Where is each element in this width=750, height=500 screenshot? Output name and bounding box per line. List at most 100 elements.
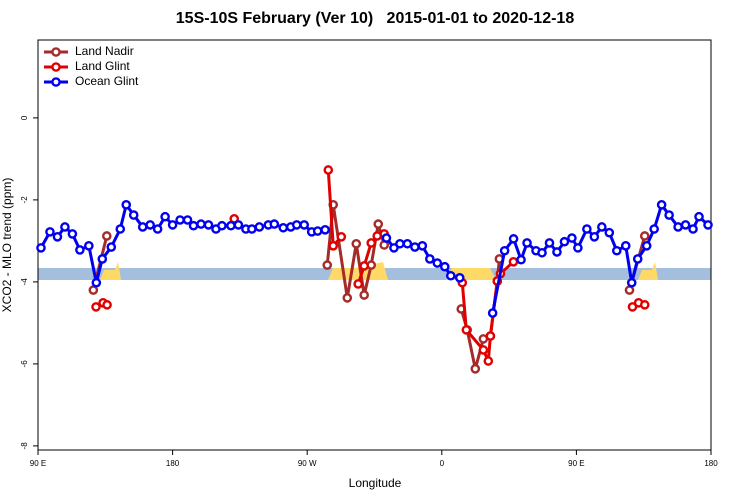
point [485, 331, 496, 341]
point [91, 302, 101, 312]
y-tick-label: -4 [20, 278, 29, 286]
point [649, 224, 659, 234]
point [573, 243, 583, 253]
legend-marker [51, 77, 61, 87]
legend-label: Land Nadir [75, 44, 134, 58]
point [656, 200, 667, 210]
point [688, 224, 698, 234]
point [639, 231, 650, 241]
x-tick-label: 180 [166, 459, 180, 468]
point [217, 220, 227, 231]
point [694, 211, 704, 222]
point [160, 211, 170, 222]
point [88, 285, 99, 295]
point [67, 229, 78, 239]
x-tick-label: 90 E [30, 459, 46, 468]
point [101, 231, 112, 241]
point [432, 258, 443, 268]
legend-label: Ocean Glint [75, 74, 139, 88]
point [167, 220, 178, 230]
point [336, 231, 347, 242]
chart-title: 15S-10S February (Ver 10) 2015-01-01 to … [176, 10, 575, 27]
point [84, 241, 94, 251]
point [680, 220, 691, 230]
point [269, 219, 280, 229]
point [508, 234, 519, 244]
point [137, 222, 148, 232]
point [45, 227, 55, 237]
point [312, 226, 323, 236]
point [627, 302, 638, 312]
point [425, 254, 435, 264]
point [567, 233, 577, 243]
point [537, 247, 547, 258]
point [97, 254, 108, 264]
point [91, 277, 102, 288]
x-tick-label: 90 E [568, 459, 584, 468]
point [381, 233, 392, 243]
point [359, 290, 369, 300]
point [359, 261, 369, 271]
point [203, 220, 214, 230]
legend-marker [51, 47, 61, 57]
point [632, 254, 643, 264]
y-tick-label: 0 [20, 115, 29, 120]
point [299, 220, 310, 230]
point [373, 219, 384, 229]
point [559, 236, 570, 247]
point [626, 277, 637, 288]
point [278, 222, 289, 233]
point [522, 238, 532, 248]
point [483, 356, 494, 366]
point [36, 243, 46, 253]
y-axis-label: XCO2 - MLO trend (ppm) [0, 178, 14, 313]
point [410, 242, 420, 252]
point [589, 231, 600, 242]
point [52, 231, 63, 242]
point [128, 210, 139, 220]
point [499, 245, 510, 256]
point [342, 293, 353, 303]
y-tick-label: -6 [20, 360, 29, 368]
point [188, 220, 199, 231]
point [597, 222, 607, 232]
point [487, 308, 498, 318]
point [611, 245, 622, 256]
point [182, 215, 193, 225]
point [582, 224, 592, 234]
point [544, 238, 555, 248]
point [445, 270, 456, 281]
point [175, 215, 185, 225]
point [703, 220, 713, 230]
point [320, 225, 330, 235]
land-band [638, 262, 658, 280]
y-tick-label: -2 [20, 196, 29, 204]
point [121, 200, 132, 210]
y-tick-label: -8 [20, 442, 29, 450]
point [106, 242, 117, 252]
point [328, 241, 339, 251]
point [322, 260, 333, 270]
point [552, 247, 562, 257]
point [639, 300, 650, 310]
point [470, 364, 481, 374]
legend-label: Land Glint [75, 59, 130, 73]
point [620, 241, 631, 251]
point [102, 300, 112, 310]
point [75, 245, 85, 255]
point [366, 238, 377, 248]
x-tick-label: 90 W [298, 459, 317, 468]
point [145, 220, 155, 230]
point [351, 238, 362, 249]
point [664, 210, 674, 220]
point [461, 325, 472, 335]
legend-marker [51, 62, 61, 72]
point [508, 257, 519, 267]
point [478, 345, 489, 355]
x-tick-label: 0 [440, 459, 445, 468]
point [323, 165, 334, 175]
point [439, 261, 450, 272]
point [395, 238, 405, 249]
